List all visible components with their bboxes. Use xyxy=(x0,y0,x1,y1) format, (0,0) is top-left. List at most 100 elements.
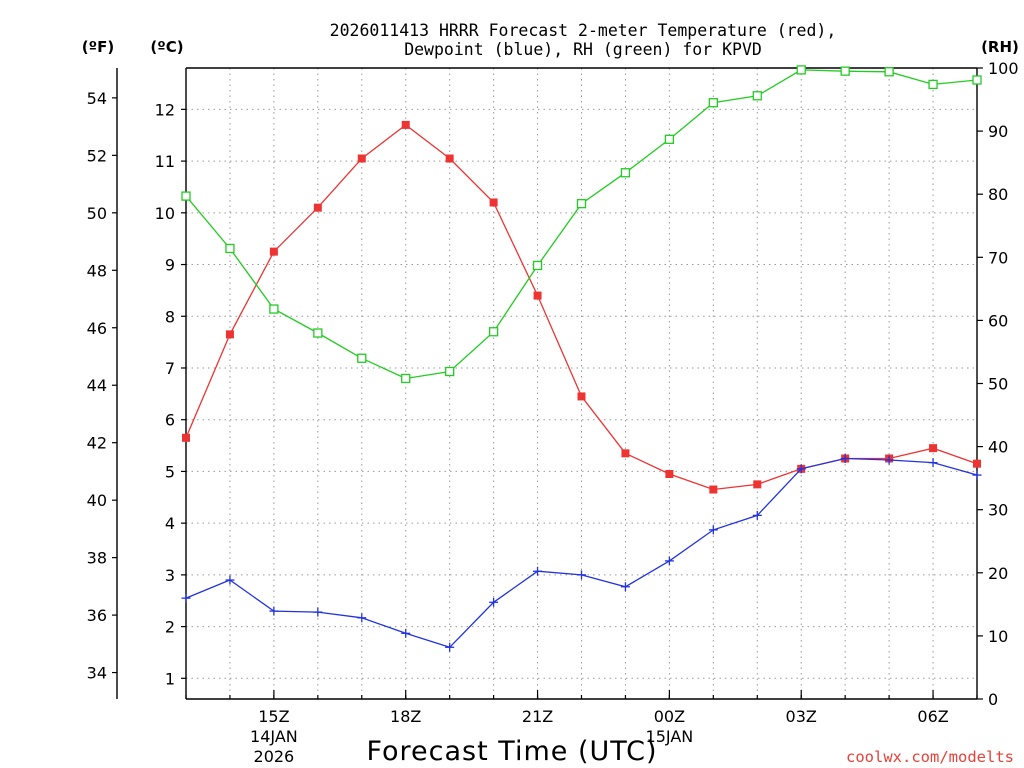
rh-tick-label: 30 xyxy=(988,501,1008,520)
rh-point xyxy=(357,353,367,363)
rh-point xyxy=(225,243,235,254)
dewpoint-point xyxy=(796,464,806,474)
rh-point xyxy=(972,75,982,85)
celsius-tick-label: 2 xyxy=(165,618,175,637)
fahrenheit-tick-label: 52 xyxy=(87,146,107,165)
dewpoint-point xyxy=(840,453,850,463)
temperature-point xyxy=(182,433,190,442)
grid-lines xyxy=(186,68,977,699)
temperature-point xyxy=(753,480,762,489)
fahrenheit-tick-label: 46 xyxy=(87,319,107,338)
axes: 3436384042444648505254123456789101112010… xyxy=(87,59,1019,766)
dewpoint-point xyxy=(313,607,323,617)
temperature-point xyxy=(357,154,366,163)
rh-tick-label: 10 xyxy=(988,627,1008,646)
rh-point xyxy=(884,67,894,77)
rh-tick-label: 80 xyxy=(988,185,1008,204)
fahrenheit-tick-label: 54 xyxy=(87,89,107,108)
celsius-tick-label: 10 xyxy=(155,204,175,223)
celsius-tick-label: 4 xyxy=(165,514,175,533)
rh-point xyxy=(532,260,543,271)
fahrenheit-tick-label: 40 xyxy=(87,491,107,510)
celsius-axis-label: (ºC) xyxy=(150,38,183,56)
celsius-tick-label: 11 xyxy=(155,152,175,171)
rh-tick-label: 100 xyxy=(988,59,1019,78)
dewpoint-point xyxy=(972,470,982,480)
rh-point xyxy=(752,91,762,101)
chart-title-line2: Dewpoint (blue), RH (green) for KPVD xyxy=(404,40,762,59)
rh-point xyxy=(708,98,718,108)
x-tick-label: 15Z xyxy=(258,707,289,726)
temperature-point xyxy=(489,198,498,207)
dewpoint-point xyxy=(181,593,191,603)
fahrenheit-tick-label: 44 xyxy=(87,376,107,395)
rh-tick-label: 70 xyxy=(988,248,1008,267)
dewpoint-point xyxy=(708,525,718,535)
dewpoint-point xyxy=(401,628,411,638)
fahrenheit-tick-label: 38 xyxy=(87,549,107,568)
celsius-tick-label: 1 xyxy=(165,669,175,688)
fahrenheit-tick-label: 50 xyxy=(87,204,107,223)
temperature-point xyxy=(401,120,410,129)
x-axis-title: Forecast Time (UTC) xyxy=(366,736,657,767)
rh-point xyxy=(796,65,806,75)
dewpoint-point xyxy=(533,566,543,576)
dewpoint-point xyxy=(664,556,674,566)
chart-title-line1: 2026011413 HRRR Forecast 2-meter Tempera… xyxy=(330,21,837,40)
dewpoint-point xyxy=(928,458,938,468)
dewpoint-point xyxy=(445,642,455,652)
temperature-point xyxy=(621,449,630,458)
fahrenheit-tick-label: 34 xyxy=(87,664,107,683)
temperature-point xyxy=(577,392,586,401)
rh-tick-label: 50 xyxy=(988,375,1008,394)
dewpoint-point xyxy=(620,582,630,592)
dewpoint-point xyxy=(884,455,894,465)
rh-point xyxy=(313,328,323,338)
temperature-point xyxy=(225,330,234,339)
dewpoint-point xyxy=(269,606,279,616)
rh-tick-label: 20 xyxy=(988,564,1008,583)
celsius-tick-label: 3 xyxy=(165,566,175,585)
temperature-point xyxy=(533,291,542,300)
temperature-point xyxy=(445,154,454,163)
x-tick-date: 15JAN xyxy=(646,727,694,746)
rh-point xyxy=(664,134,675,144)
fahrenheit-tick-label: 42 xyxy=(87,434,107,453)
temperature-point xyxy=(929,444,938,453)
rh-point xyxy=(840,66,850,76)
rh-point xyxy=(269,304,279,314)
x-tick-label: 21Z xyxy=(522,707,553,726)
rh-point xyxy=(445,366,455,377)
x-tick-label: 06Z xyxy=(917,707,948,726)
rh-point xyxy=(928,79,938,90)
temperature-point xyxy=(973,459,981,468)
rh-point xyxy=(181,191,191,201)
dewpoint-point xyxy=(225,575,235,585)
rh-point xyxy=(401,373,411,384)
celsius-tick-label: 5 xyxy=(165,462,175,481)
rh-tick-label: 40 xyxy=(988,438,1008,457)
temperature-point xyxy=(269,247,278,256)
rh-point xyxy=(576,199,587,209)
celsius-tick-label: 9 xyxy=(165,256,175,275)
x-tick-label: 18Z xyxy=(390,707,421,726)
source-credit: coolwx.com/modelts xyxy=(846,748,1014,766)
dewpoint-point xyxy=(357,613,367,623)
x-tick-year: 2026 xyxy=(254,747,295,766)
celsius-tick-label: 6 xyxy=(165,411,175,430)
fahrenheit-tick-label: 48 xyxy=(87,261,107,280)
rh-tick-label: 90 xyxy=(988,122,1008,141)
temperature-point xyxy=(313,203,322,212)
fahrenheit-tick-label: 36 xyxy=(87,606,107,625)
dewpoint-point xyxy=(752,510,762,520)
temperature-line xyxy=(185,124,978,491)
x-tick-date: 14JAN xyxy=(250,727,298,746)
rh-axis-label: (RH) xyxy=(981,38,1019,56)
celsius-tick-label: 7 xyxy=(165,359,175,378)
dewpoint-point xyxy=(489,597,499,607)
rh-tick-label: 60 xyxy=(988,311,1008,330)
data-series xyxy=(181,65,982,652)
rh-point xyxy=(488,327,499,337)
x-tick-label: 03Z xyxy=(786,707,817,726)
